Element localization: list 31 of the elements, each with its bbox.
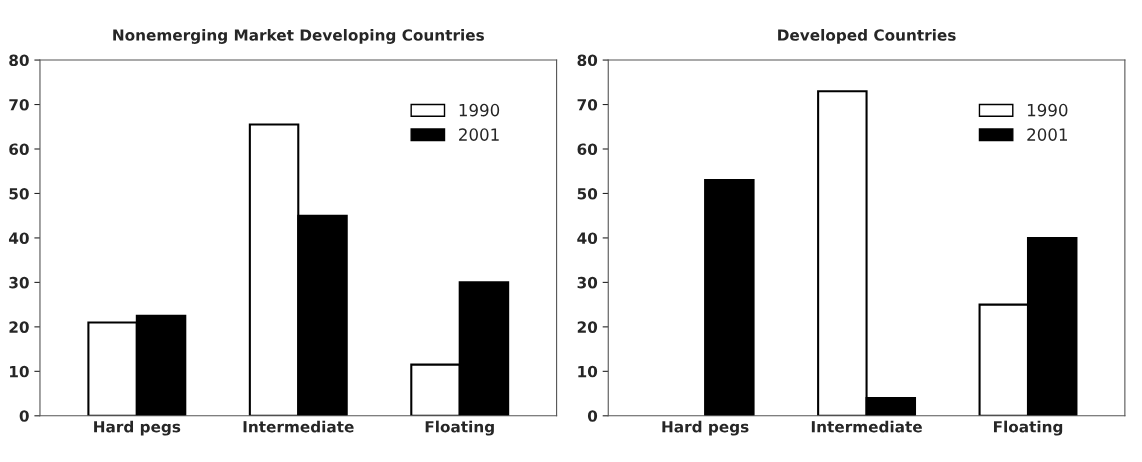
y-tick-label: 60 <box>577 143 598 156</box>
y-tick-label: 20 <box>9 321 29 333</box>
y-tick-label: 40 <box>577 232 598 244</box>
y-tick-label: 60 <box>9 143 29 156</box>
y-tick-label: 70 <box>577 98 598 111</box>
y-tick-label: 80 <box>9 54 29 67</box>
legend-label: 1990 <box>459 103 500 117</box>
x-tick-label: Intermediate <box>243 420 354 433</box>
x-tick-label: Floating <box>993 420 1063 436</box>
chart-title: Developed Countries <box>778 29 956 44</box>
x-tick-label: Hard pegs <box>662 420 749 436</box>
x-tick-label: Floating <box>425 420 494 436</box>
bar <box>704 179 755 416</box>
y-tick-label: 40 <box>8 232 29 244</box>
y-tick-label: 30 <box>577 276 598 289</box>
y-tick-label: 70 <box>9 98 29 111</box>
y-tick-label: 10 <box>10 365 29 378</box>
x-tick-label: Hard pegs <box>94 420 181 436</box>
y-tick-label: 80 <box>577 54 598 67</box>
y-tick-label: 50 <box>577 187 598 200</box>
y-tick-label: 30 <box>9 276 29 289</box>
legend-label: 1990 <box>1027 103 1068 117</box>
legend-label: 2001 <box>1027 128 1067 141</box>
chart-title: Nonemerging Market Developing Countries <box>113 29 484 44</box>
y-tick-label: 0 <box>587 410 598 422</box>
y-tick-label: 0 <box>19 410 29 422</box>
x-tick-label: Intermediate <box>811 420 922 433</box>
y-tick-label: 50 <box>9 187 29 200</box>
y-tick-label: 10 <box>578 365 598 378</box>
y-tick-label: 20 <box>577 321 598 333</box>
legend-label: 2001 <box>459 128 499 141</box>
